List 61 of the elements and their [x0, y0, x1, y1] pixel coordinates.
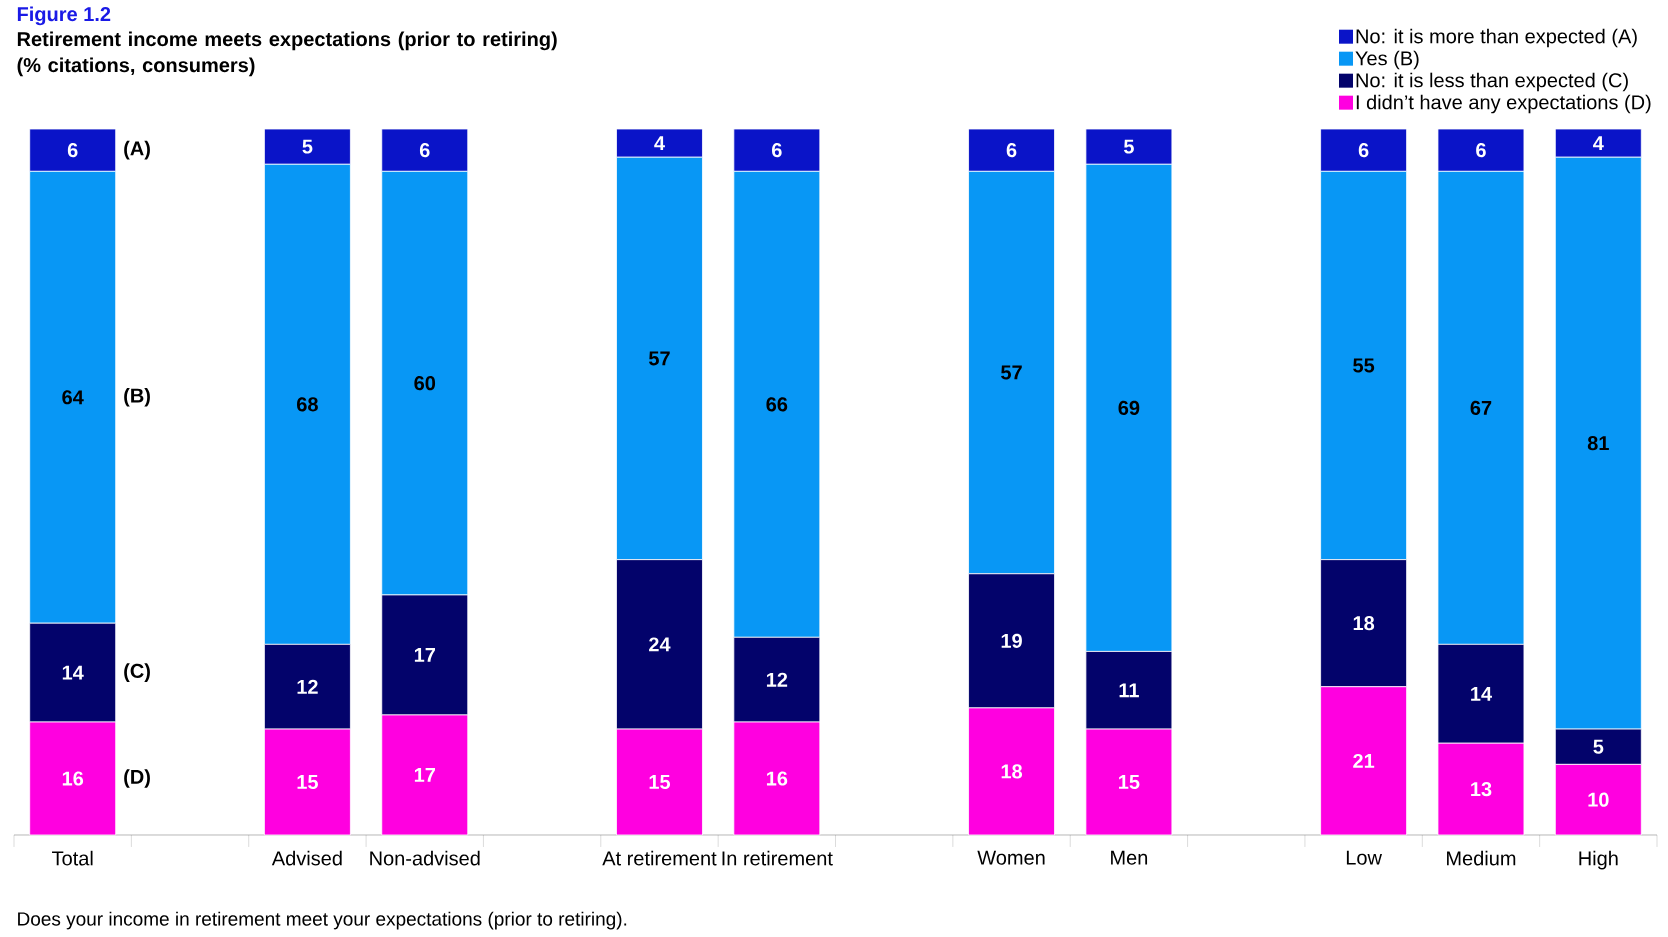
data-label: 6 [1476, 143, 1486, 158]
data-label: 5 [1593, 739, 1604, 754]
data-label: 6 [1358, 143, 1369, 158]
legend-label: No: it is less than expected (C) [1356, 72, 1628, 92]
data-label: 19 [1001, 633, 1022, 648]
data-label: 69 [1118, 400, 1140, 415]
data-label: 17 [414, 648, 435, 662]
data-label: 14 [62, 665, 84, 680]
data-label: 10 [1588, 792, 1609, 807]
data-label: 18 [1001, 764, 1023, 779]
data-label: 57 [1001, 365, 1022, 380]
data-label: 21 [1353, 753, 1375, 768]
data-label: 6 [1006, 143, 1017, 158]
x-tick-label: In retirement [722, 850, 833, 866]
x-tick-label: Total [52, 850, 93, 866]
data-label: 18 [1353, 616, 1375, 631]
data-label: 66 [766, 397, 788, 412]
data-label: 13 [1471, 782, 1492, 797]
annotation: (A) [124, 140, 150, 160]
data-label: 68 [297, 397, 318, 412]
x-tick-label: At retirement [602, 850, 717, 866]
data-label: 55 [1353, 358, 1375, 373]
data-label: 64 [62, 390, 84, 405]
x-tick-label: Women [977, 850, 1045, 865]
text: Does your income in retirement meet your expectations (prior to retiring). [18, 911, 627, 930]
data-label: 57 [648, 351, 670, 366]
x-tick-label: High [1579, 850, 1618, 870]
data-label: 12 [766, 672, 788, 687]
chart-subtitle: Retirement income meets expectations (prior to retiring) (% citations, consumers) [17, 31, 557, 77]
annotation: (B) [124, 387, 150, 407]
data-label: 12 [297, 679, 318, 694]
data-label: 6 [419, 143, 430, 158]
data-label: 24 [649, 637, 671, 652]
data-label: 16 [766, 771, 788, 786]
chart-title: Figure 1.2 [17, 6, 111, 26]
x-tick-label: Non-advised [370, 850, 480, 866]
data-label: 60 [414, 376, 436, 391]
x-tick-label: Advised [271, 850, 342, 866]
data-label: 6 [772, 143, 782, 158]
data-label: 6 [67, 143, 78, 158]
annotation: (D) [124, 769, 150, 788]
legend-label: Yes (B) [1355, 50, 1419, 70]
data-label: 16 [62, 771, 84, 786]
data-label: 67 [1470, 400, 1492, 415]
annotation: (C) [124, 663, 150, 682]
legend-label: I didn’t have any expectations (D) [1356, 94, 1651, 114]
data-label: 5 [302, 139, 313, 154]
data-label: 81 [1587, 436, 1609, 451]
x-tick-label: Medium [1447, 850, 1516, 866]
data-label: 4 [654, 136, 665, 150]
legend-label: No: it is more than expected (A) [1356, 28, 1637, 48]
data-label: 17 [414, 768, 435, 782]
x-tick-label: Men [1111, 850, 1148, 865]
data-label: 15 [297, 775, 318, 790]
data-label: 14 [1471, 686, 1492, 701]
data-label: 15 [649, 775, 671, 790]
data-label: 5 [1123, 139, 1134, 154]
data-label: 4 [1593, 136, 1604, 150]
data-label: 15 [1119, 775, 1140, 790]
data-label: 11 [1119, 683, 1139, 698]
x-tick-label: Low [1346, 850, 1382, 865]
